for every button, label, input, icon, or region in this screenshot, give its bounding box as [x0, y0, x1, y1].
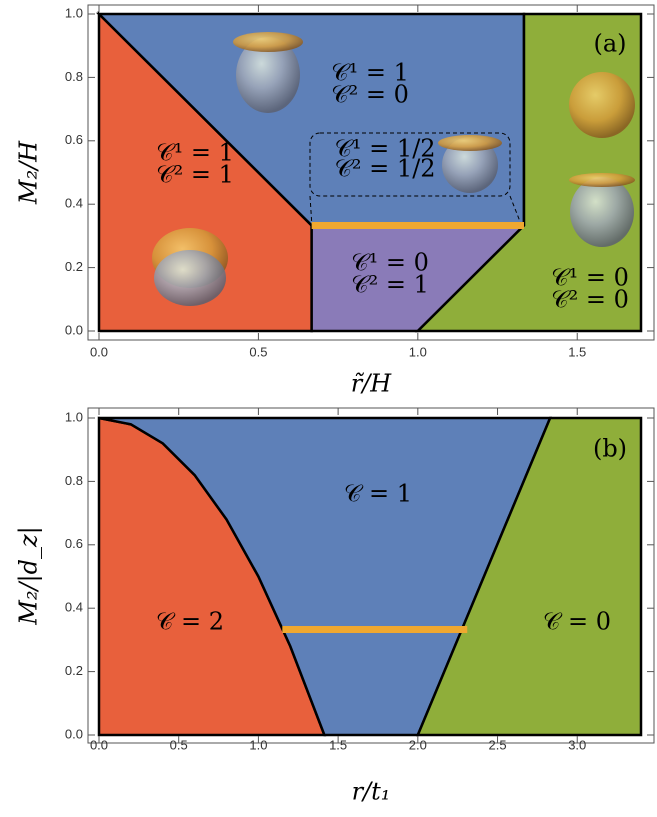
y-tick-label: 0.0: [65, 322, 83, 337]
figure: 𝒞¹ = 1𝒞² = 1𝒞¹ = 1𝒞² = 0𝒞¹ = 0𝒞² = 1𝒞¹ =…: [0, 0, 657, 813]
y-tick-label: 0.2: [65, 663, 83, 678]
y-axis-label: M₂/|d_z|: [15, 526, 44, 625]
region-label: 𝒞 = 2: [156, 608, 224, 636]
region-label: 𝒞² = 1: [156, 161, 234, 189]
surface-illustration: [233, 32, 303, 52]
region-label: 𝒞 = 1: [344, 480, 412, 508]
y-tick-label: 0.8: [65, 69, 83, 84]
x-axis-label: r/t₁: [352, 778, 391, 806]
x-axis-label: r̃/H: [351, 370, 393, 398]
y-tick-label: 0.4: [65, 196, 83, 211]
x-tick-label: 1.5: [568, 344, 586, 359]
region-label: 𝒞 = 0: [543, 608, 611, 636]
x-tick-label: 0.0: [90, 737, 108, 752]
x-tick-label: 0.5: [249, 344, 267, 359]
surface-illustration: [438, 135, 502, 151]
panel-label: (b): [593, 435, 627, 463]
y-tick-label: 0.6: [65, 536, 83, 551]
y-tick-label: 0.8: [65, 473, 83, 488]
x-tick-label: 1.0: [249, 737, 267, 752]
y-tick-label: 1.0: [65, 5, 83, 20]
y-tick-label: 0.4: [65, 600, 83, 615]
y-tick-label: 1.0: [65, 409, 83, 424]
region-label: 𝒞² = 1: [351, 271, 429, 299]
annotation-label: 𝒞² = 1/2: [334, 155, 435, 183]
y-axis-label: M₂/H: [15, 140, 43, 205]
x-tick-label: 1.5: [329, 737, 347, 752]
x-tick-label: 2.5: [488, 737, 506, 752]
x-tick-label: 0.5: [170, 737, 188, 752]
region-label: 𝒞² = 0: [331, 81, 409, 109]
x-tick-label: 1.0: [409, 344, 427, 359]
x-tick-label: 3.0: [568, 737, 586, 752]
panel-label: (a): [593, 30, 626, 58]
surface-illustration: [569, 72, 635, 138]
surface-illustration: [154, 250, 226, 306]
surface-illustration: [570, 177, 634, 247]
x-tick-label: 0.0: [90, 344, 108, 359]
region-label: 𝒞² = 0: [551, 286, 629, 314]
surface-illustration: [569, 173, 635, 187]
y-tick-label: 0.6: [65, 132, 83, 147]
x-tick-label: 2.0: [409, 737, 427, 752]
y-tick-label: 0.0: [65, 726, 83, 741]
y-tick-label: 0.2: [65, 259, 83, 274]
panel: 𝒞 = 2 𝒞 = 1 𝒞 = 0 0.0 0.5 1.0 1.5 2.0 2.5 3.0 0.0 0…: [15, 408, 655, 806]
